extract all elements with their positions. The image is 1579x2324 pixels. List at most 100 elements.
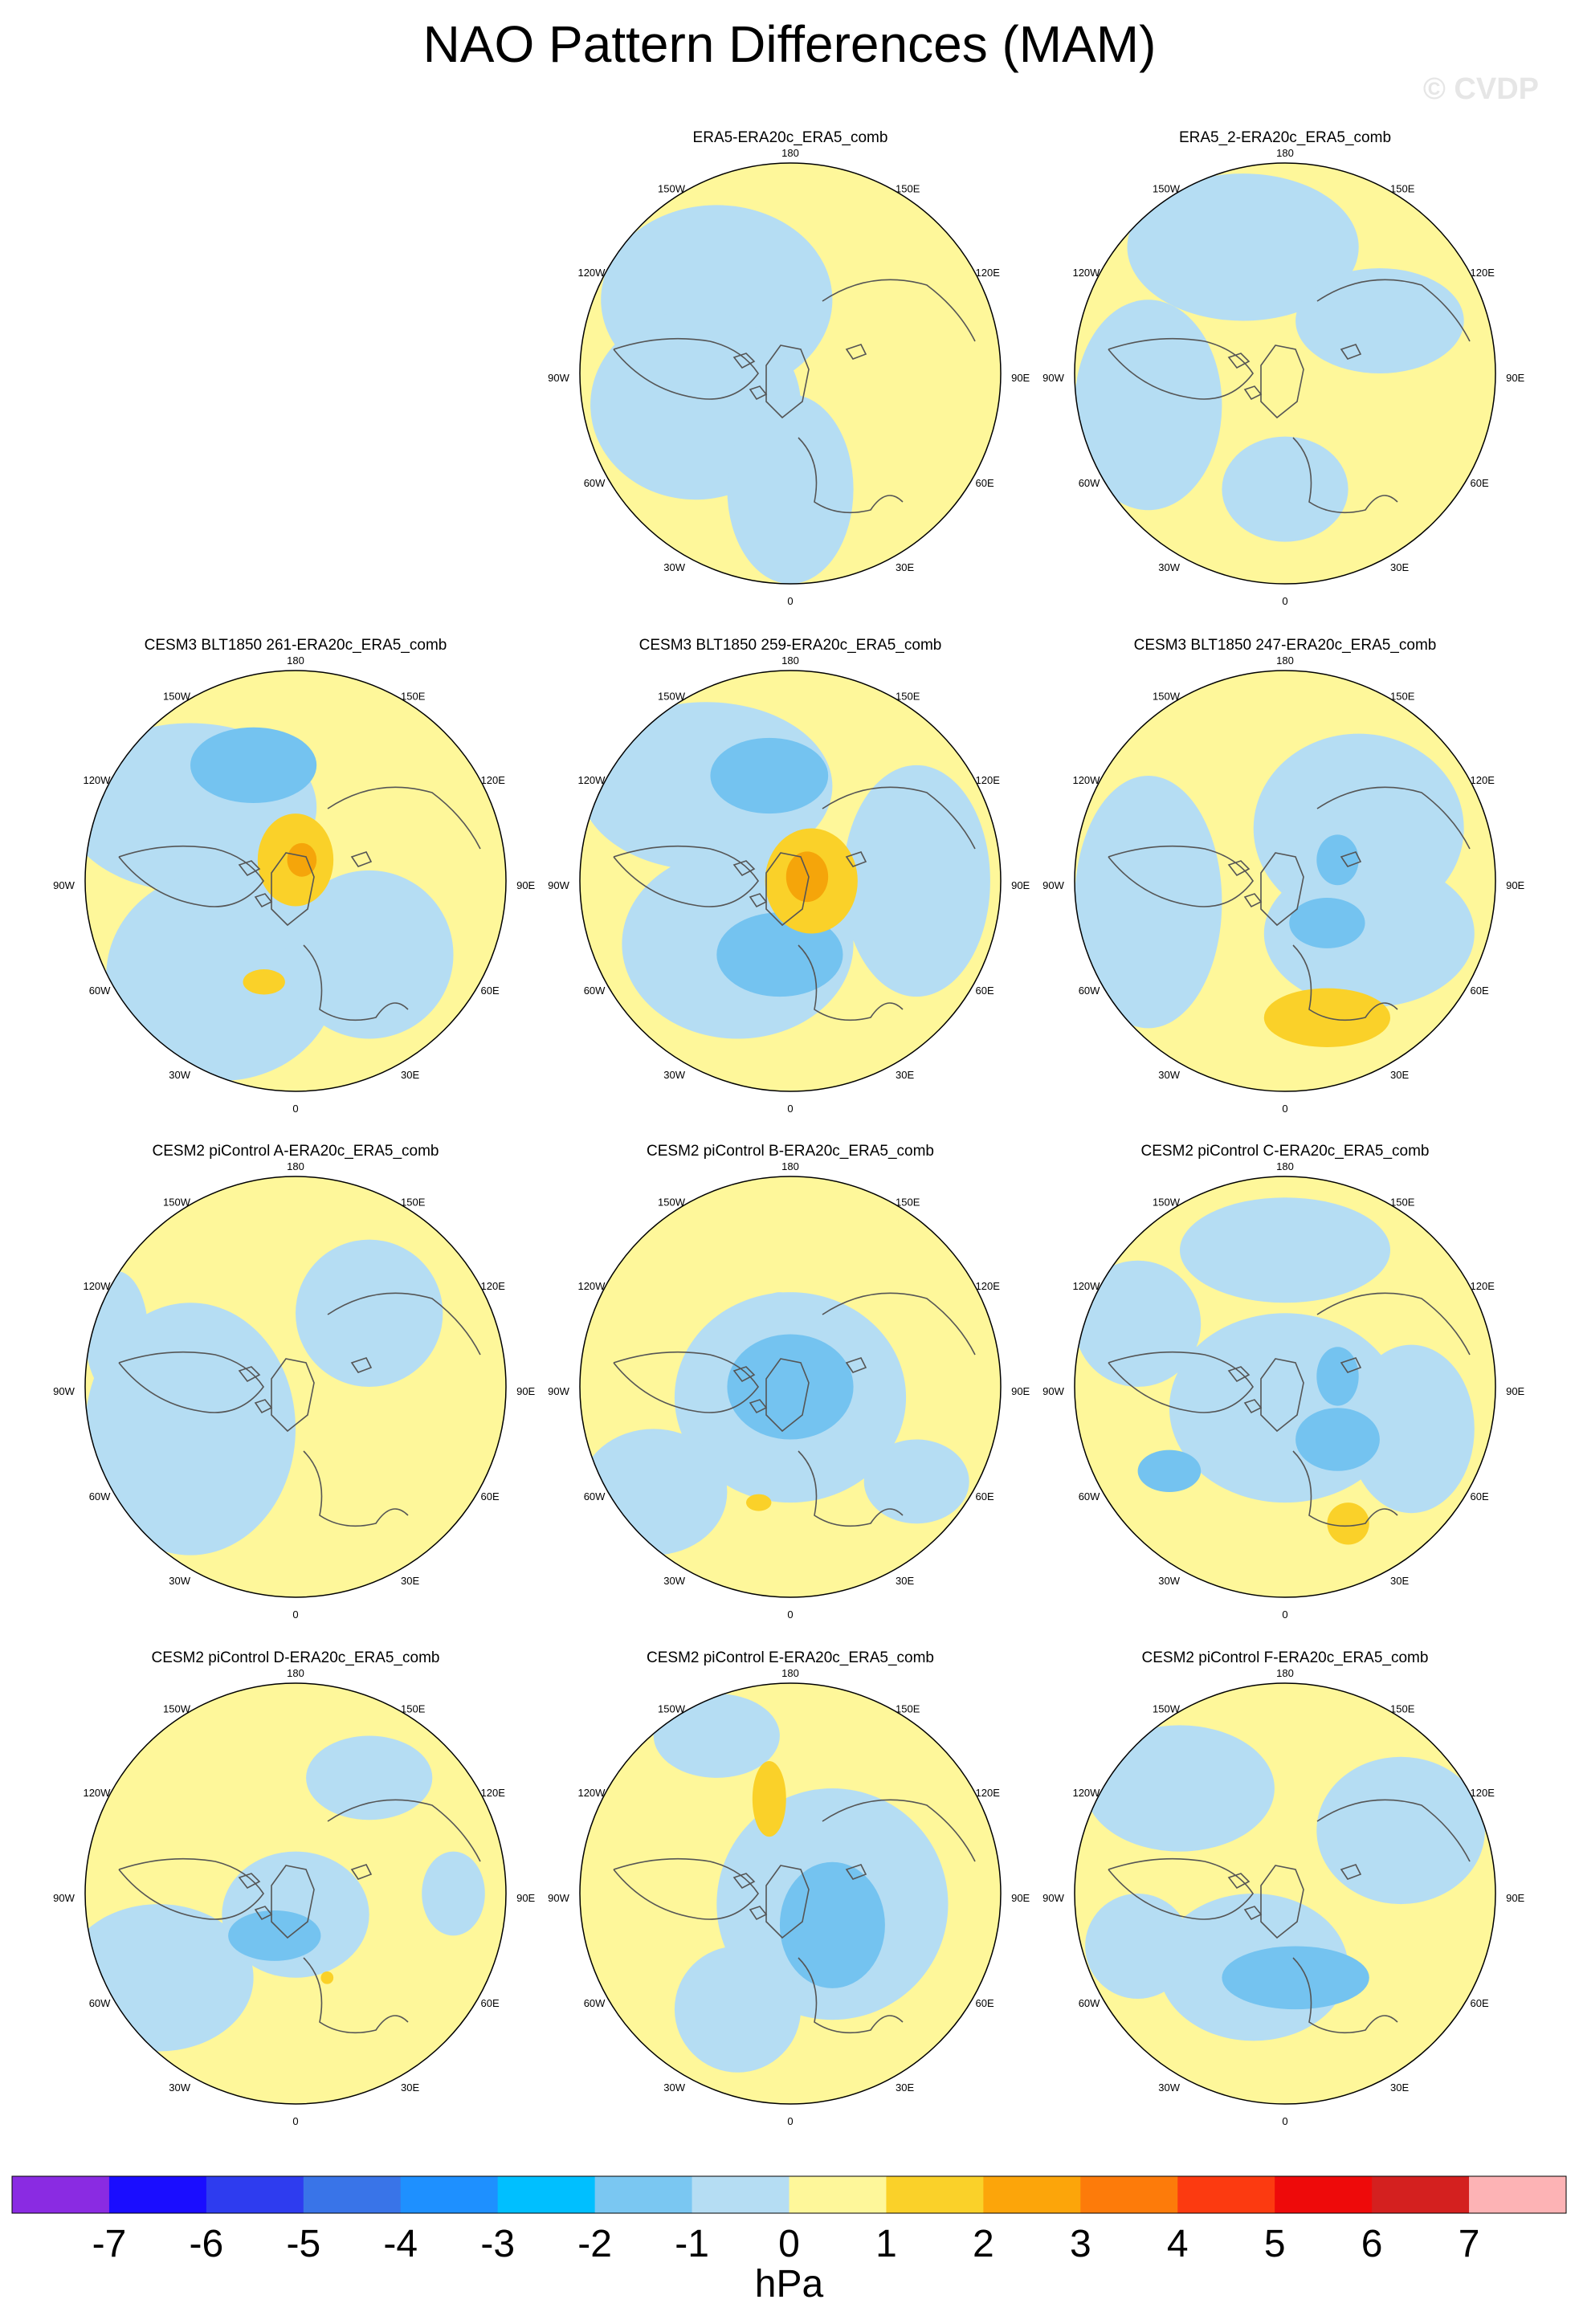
coastline	[1260, 852, 1304, 927]
longitude-label: 90W	[1042, 372, 1064, 384]
anomaly-region	[1137, 1449, 1202, 1493]
coastline	[845, 851, 867, 867]
anomaly-region	[296, 1239, 443, 1388]
panel-title: CESM2 piControl A-ERA20c_ERA5_comb	[153, 1143, 439, 1160]
colorbar-swatch	[1080, 2176, 1178, 2213]
longitude-label: 120E	[976, 774, 1001, 786]
longitude-label: 150W	[1153, 690, 1181, 702]
panel-title: CESM2 piControl F-ERA20c_ERA5_comb	[1142, 1649, 1429, 1666]
coastline	[327, 1799, 481, 1862]
coastline	[303, 944, 409, 1021]
colorbar-tick-label: 4	[1167, 2223, 1189, 2265]
anomaly-region	[779, 1861, 885, 1988]
map-border	[1074, 1682, 1496, 2105]
longitude-label: 150W	[163, 1196, 191, 1208]
map-border	[579, 1682, 1002, 2105]
longitude-label: 150E	[401, 1702, 426, 1714]
anomaly-region	[1316, 1347, 1359, 1406]
anomaly-region	[752, 1760, 786, 1837]
coastline	[1260, 1865, 1304, 1939]
map-border	[579, 1176, 1002, 1598]
longitude-label: 180	[1276, 1667, 1294, 1679]
coastline	[350, 1357, 373, 1373]
longitude-label: 90E	[1506, 879, 1524, 891]
colorbar-frame	[11, 2175, 1567, 2214]
longitude-label: 0	[1282, 595, 1287, 607]
longitude-label: 90E	[1506, 1385, 1524, 1397]
coastline	[238, 1366, 261, 1383]
colorbar-swatch	[400, 2176, 499, 2213]
longitude-label: 150E	[1390, 1196, 1415, 1208]
longitude-label: 60E	[976, 1490, 994, 1502]
longitude-label: 90W	[548, 1385, 569, 1397]
coastline	[1108, 845, 1254, 907]
longitude-label: 0	[787, 595, 793, 607]
longitude-label: 30E	[1390, 561, 1409, 573]
coastline	[1316, 1292, 1471, 1356]
anomaly-region	[243, 969, 285, 995]
coastline	[1260, 1358, 1304, 1433]
colorbar-tick-label: 0	[778, 2223, 800, 2265]
colorbar-swatch	[983, 2176, 1081, 2213]
longitude-label: 60W	[1079, 1490, 1100, 1502]
longitude-label: 180	[287, 1667, 304, 1679]
coastline	[254, 1906, 273, 1921]
coastline	[1340, 344, 1362, 360]
longitude-label: 30W	[1158, 1575, 1180, 1587]
panel-title: ERA5_2-ERA20c_ERA5_comb	[1179, 129, 1391, 146]
coastline	[765, 1865, 810, 1939]
colorbar-swatch	[594, 2176, 693, 2213]
map-border	[84, 1682, 507, 2105]
coastline	[1243, 385, 1263, 401]
colorbar-tick-label: 7	[1459, 2223, 1480, 2265]
longitude-label: 30E	[896, 1069, 914, 1081]
coastline	[303, 1957, 409, 2034]
colorbar-tick-label: -1	[675, 2223, 709, 2265]
coastline	[238, 1873, 261, 1890]
anomaly-region	[1327, 1502, 1369, 1545]
coastline	[254, 1399, 273, 1414]
coastline	[327, 786, 481, 850]
longitude-label: 150E	[896, 1702, 920, 1714]
coastline	[749, 893, 768, 908]
longitude-label: 60E	[1471, 1997, 1489, 2009]
longitude-label: 60W	[584, 985, 606, 997]
longitude-label: 150W	[1153, 1702, 1181, 1714]
longitude-label: 60E	[481, 985, 500, 997]
longitude-label: 120W	[83, 1787, 111, 1799]
coastline	[1108, 1351, 1254, 1413]
panel-title: CESM3 BLT1850 261-ERA20c_ERA5_comb	[145, 637, 447, 654]
coastline	[822, 786, 976, 850]
longitude-label: 90W	[548, 879, 569, 891]
coastline	[1292, 437, 1398, 514]
figure-title: NAO Pattern Differences (MAM)	[422, 15, 1157, 73]
longitude-label: 30W	[663, 1069, 685, 1081]
anomaly-region	[284, 870, 454, 1039]
longitude-label: 0	[292, 2115, 298, 2127]
colorbar-tick-label: -5	[286, 2223, 320, 2265]
longitude-label: 60W	[584, 1490, 606, 1502]
coastline	[1227, 1366, 1251, 1383]
longitude-label: 90E	[1506, 372, 1524, 384]
coastline	[350, 1864, 373, 1880]
longitude-label: 90W	[548, 372, 569, 384]
anomaly-region	[320, 1971, 334, 1984]
colorbar-unit-label: hPa	[755, 2263, 824, 2306]
coastline	[613, 1857, 759, 1920]
panel-title: CESM3 BLT1850 259-ERA20c_ERA5_comb	[639, 637, 942, 654]
colorbar-tick-label: -2	[577, 2223, 612, 2265]
anomaly-region	[1222, 1946, 1369, 2010]
coastline	[118, 1857, 264, 1920]
longitude-label: 60E	[1471, 477, 1489, 489]
longitude-label: 90W	[1042, 879, 1064, 891]
longitude-label: 90E	[1011, 1892, 1030, 1904]
coastline	[1316, 279, 1471, 342]
anomaly-region	[1263, 859, 1475, 1008]
longitude-label: 120E	[1471, 1280, 1495, 1292]
colorbar-swatch	[886, 2176, 984, 2213]
longitude-label: 180	[781, 1667, 799, 1679]
